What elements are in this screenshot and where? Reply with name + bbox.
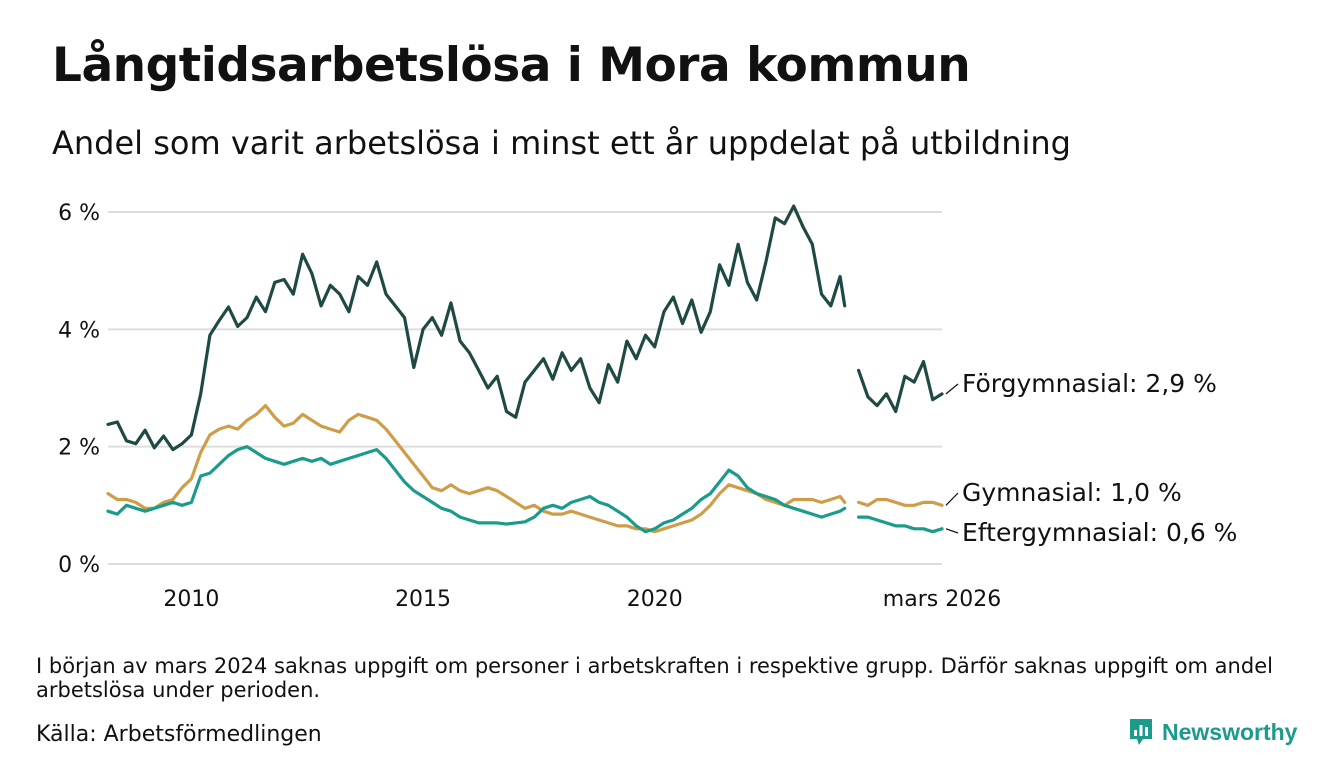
brand-logo: Newsworthy <box>1128 717 1297 747</box>
newsworthy-logo-icon <box>1130 719 1152 745</box>
source-note: Källa: Arbetsförmedlingen <box>36 722 322 747</box>
gridlines <box>108 211 942 565</box>
y-tick-label: 6 % <box>58 201 100 226</box>
y-tick-label: 2 % <box>58 436 100 461</box>
x-axis-ticks: 2010 2015 2020 mars 2026 <box>163 587 1001 612</box>
y-tick-label: 4 % <box>58 318 100 343</box>
chart-subtitle: Andel som varit arbetslösa i minst ett å… <box>52 124 1071 162</box>
label-connector-eftergymnasial <box>945 528 959 534</box>
x-tick-label: mars 2026 <box>883 587 1001 612</box>
label-connector-förgymnasial <box>945 383 959 395</box>
series-label-eftergymnasial: Eftergymnasial: 0,6 % <box>962 518 1237 547</box>
series-label-förgymnasial: Förgymnasial: 2,9 % <box>962 369 1217 398</box>
x-tick-label: 2010 <box>163 587 219 612</box>
chart-title: Långtidsarbetslösa i Mora kommun <box>52 38 971 93</box>
label-connector-gymnasial <box>945 492 959 506</box>
series-end-labels: Förgymnasial: 2,9 % Gymnasial: 1,0 % Efter… <box>945 369 1237 547</box>
x-tick-label: 2015 <box>395 587 451 612</box>
series-label-gymnasial: Gymnasial: 1,0 % <box>962 478 1182 507</box>
series-line-förgymnasial <box>106 204 944 452</box>
series-lines <box>106 204 944 534</box>
footnote: I början av mars 2024 saknas uppgift om … <box>36 654 1273 702</box>
line-chart: 0 % 2 % 4 % 6 % 2010 2015 2020 mars 2026 Förgy… <box>58 201 1237 612</box>
x-tick-label: 2020 <box>627 587 683 612</box>
y-axis-ticks: 0 % 2 % 4 % 6 % <box>58 201 100 578</box>
series-line-eftergymnasial <box>106 445 944 534</box>
y-tick-label: 0 % <box>58 553 100 578</box>
brand-name: Newsworthy <box>1162 718 1298 745</box>
series-line-gymnasial <box>106 404 944 534</box>
